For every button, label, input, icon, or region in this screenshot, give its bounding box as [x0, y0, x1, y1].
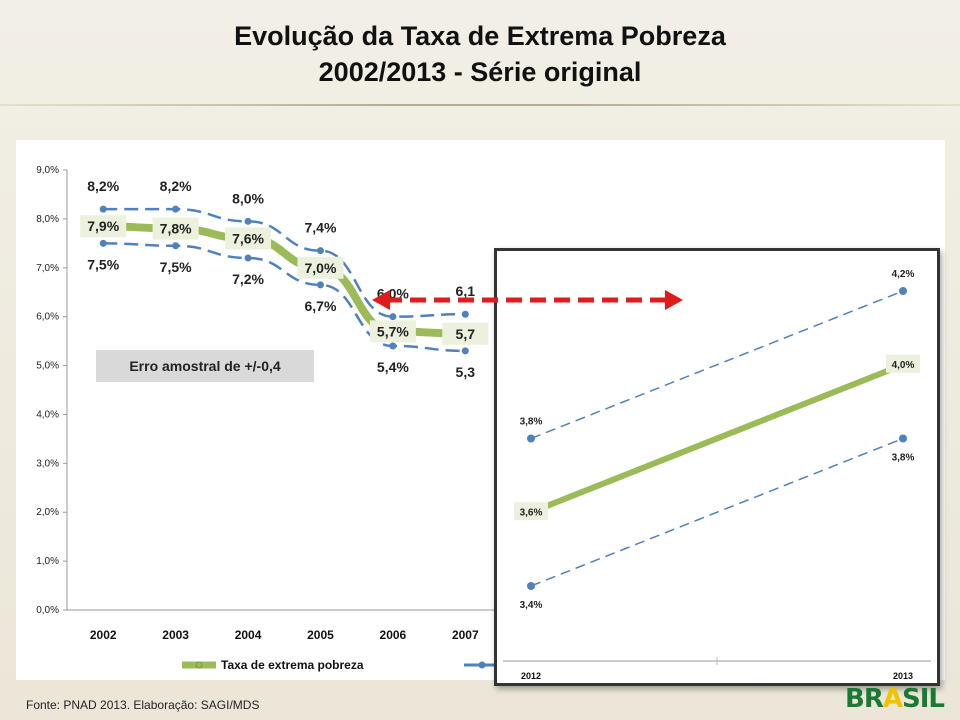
upper-data-label: 8,2%	[160, 178, 192, 194]
lower-bound-point	[244, 254, 252, 262]
lower-data-label: 5,4%	[377, 359, 409, 375]
legend-main-marker	[195, 661, 203, 669]
title-line-2: 2002/2013 - Série original	[318, 57, 642, 87]
main-data-label: 7,9%	[87, 218, 119, 234]
x-tick-label: 2005	[307, 628, 334, 642]
legend-main-label: Taxa de extrema pobreza	[221, 658, 364, 672]
inset-upper-bound-point	[899, 287, 907, 295]
inset-x-tick-label: 2012	[521, 671, 541, 681]
main-label-box	[369, 320, 416, 343]
inset-lower-bound-point	[527, 582, 535, 590]
brasil-logo: BRASIL	[845, 684, 945, 714]
lower-bound-point	[389, 342, 397, 350]
main-label-box	[152, 217, 199, 240]
y-tick-label: 6,0%	[36, 312, 59, 323]
x-tick-label: 2002	[90, 628, 117, 642]
inset-lower-data-label: 3,8%	[892, 453, 915, 464]
inset-lower-data-label: 3,4%	[520, 600, 543, 611]
main-label-box	[80, 215, 127, 238]
inset-lower-bound-point	[899, 434, 907, 443]
upper-data-label: 7,4%	[304, 220, 336, 236]
y-tick-label: 8,0%	[36, 214, 59, 225]
y-tick-label: 5,0%	[36, 361, 59, 372]
lower-data-label: 7,5%	[87, 256, 119, 272]
upper-bound-point	[461, 310, 469, 318]
x-tick-label: 2006	[380, 628, 407, 642]
upper-data-label: 6,0%	[377, 286, 409, 302]
inset-lower-bound-line	[530, 437, 904, 587]
y-tick-label: 4,0%	[36, 409, 59, 420]
lower-data-label: 7,5%	[160, 259, 192, 275]
title-line-1: Evolução da Taxa de Extrema Pobreza	[234, 21, 726, 51]
main-label-box	[297, 256, 344, 279]
upper-bound-point	[316, 247, 324, 255]
x-tick-label: 2004	[235, 628, 262, 642]
lower-bound-point	[99, 239, 107, 247]
legend-bounds-marker	[478, 661, 486, 669]
main-data-label: 5,7%	[377, 323, 409, 339]
error-annotation-text: Erro amostral de +/-0,4	[129, 358, 281, 374]
inset-upper-bound-line	[530, 290, 904, 440]
upper-data-label: 8,0%	[232, 190, 264, 206]
lower-bound-point	[316, 281, 324, 289]
inset-upper-data-label: 4,2%	[892, 269, 915, 280]
y-tick-label: 2,0%	[36, 507, 59, 518]
inset-x-tick-label: 2013	[893, 671, 913, 681]
main-data-label: 7,8%	[160, 221, 192, 237]
y-tick-label: 3,0%	[36, 458, 59, 469]
lower-data-label: 5,3	[456, 364, 476, 380]
inset-main-label-box	[886, 354, 920, 373]
title-divider	[0, 104, 960, 106]
upper-bound-point	[244, 217, 252, 225]
lower-bound-point	[172, 242, 180, 250]
lower-data-label: 7,2%	[232, 271, 264, 287]
inset-main-series-line	[529, 361, 905, 516]
source-note: Fonte: PNAD 2013. Elaboração: SAGI/MDS	[26, 698, 260, 712]
lower-bound-point	[461, 347, 469, 355]
main-data-label: 7,6%	[232, 230, 264, 246]
y-tick-label: 0,0%	[36, 605, 59, 616]
upper-bound-point	[389, 313, 397, 321]
main-data-label: 5,7	[456, 326, 476, 342]
upper-bound-point	[172, 205, 180, 213]
upper-bound-point	[99, 205, 107, 213]
main-label-box	[225, 227, 272, 250]
slide-title: Evolução da Taxa de Extrema Pobreza 2002…	[0, 18, 960, 90]
y-tick-label: 7,0%	[36, 263, 59, 274]
inset-upper-data-label: 3,8%	[520, 417, 543, 428]
inset-main-data-label: 4,0%	[892, 360, 915, 371]
error-annotation-box	[96, 350, 314, 382]
lower-data-label: 6,7%	[304, 298, 336, 314]
inset-upper-bound-point	[527, 434, 535, 443]
inset-chart: 2012 2013 3,6% 4,0% 3,8% 4,2% 3,4% 3,8%	[503, 269, 931, 681]
x-tick-label: 2007	[452, 628, 479, 642]
y-tick-label: 9,0%	[36, 165, 59, 176]
inset-chart-panel: 2012 2013 3,6% 4,0% 3,8% 4,2% 3,4% 3,8%	[494, 248, 940, 686]
x-tick-label: 2003	[162, 628, 189, 642]
upper-data-label: 8,2%	[87, 178, 119, 194]
main-data-label: 7,0%	[304, 260, 336, 276]
inset-main-data-label: 3,6%	[520, 507, 543, 518]
main-label-box	[442, 322, 489, 345]
upper-data-label: 6,1	[456, 283, 476, 299]
inset-main-label-box	[514, 502, 548, 521]
y-tick-label: 1,0%	[36, 556, 59, 567]
